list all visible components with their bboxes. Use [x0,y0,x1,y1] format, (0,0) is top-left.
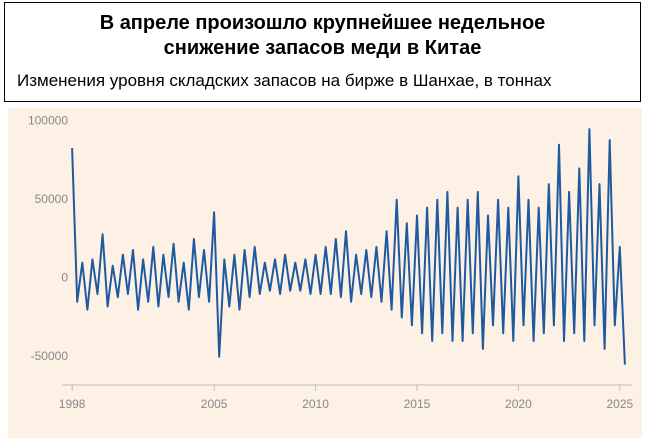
chart-subtitle: Изменения уровня складских запасов на би… [17,71,552,90]
x-tick-label: 2025 [606,397,633,411]
y-tick-label: 100000 [28,113,68,127]
y-tick-label: 50000 [35,192,69,206]
header-box: В апреле произошло крупнейшее недельное … [4,2,641,102]
x-tick-label: 2010 [302,397,329,411]
plot-background [8,108,642,438]
y-tick-label: 0 [61,270,68,284]
y-tick-label: -50000 [31,349,69,363]
x-tick-label: 2015 [404,397,431,411]
x-tick-label: 2020 [505,397,532,411]
x-tick-label: 2005 [201,397,228,411]
x-tick-label: 1998 [59,397,86,411]
data-line [71,128,626,365]
chart-title: В апреле произошло крупнейшее недельное … [99,12,546,59]
